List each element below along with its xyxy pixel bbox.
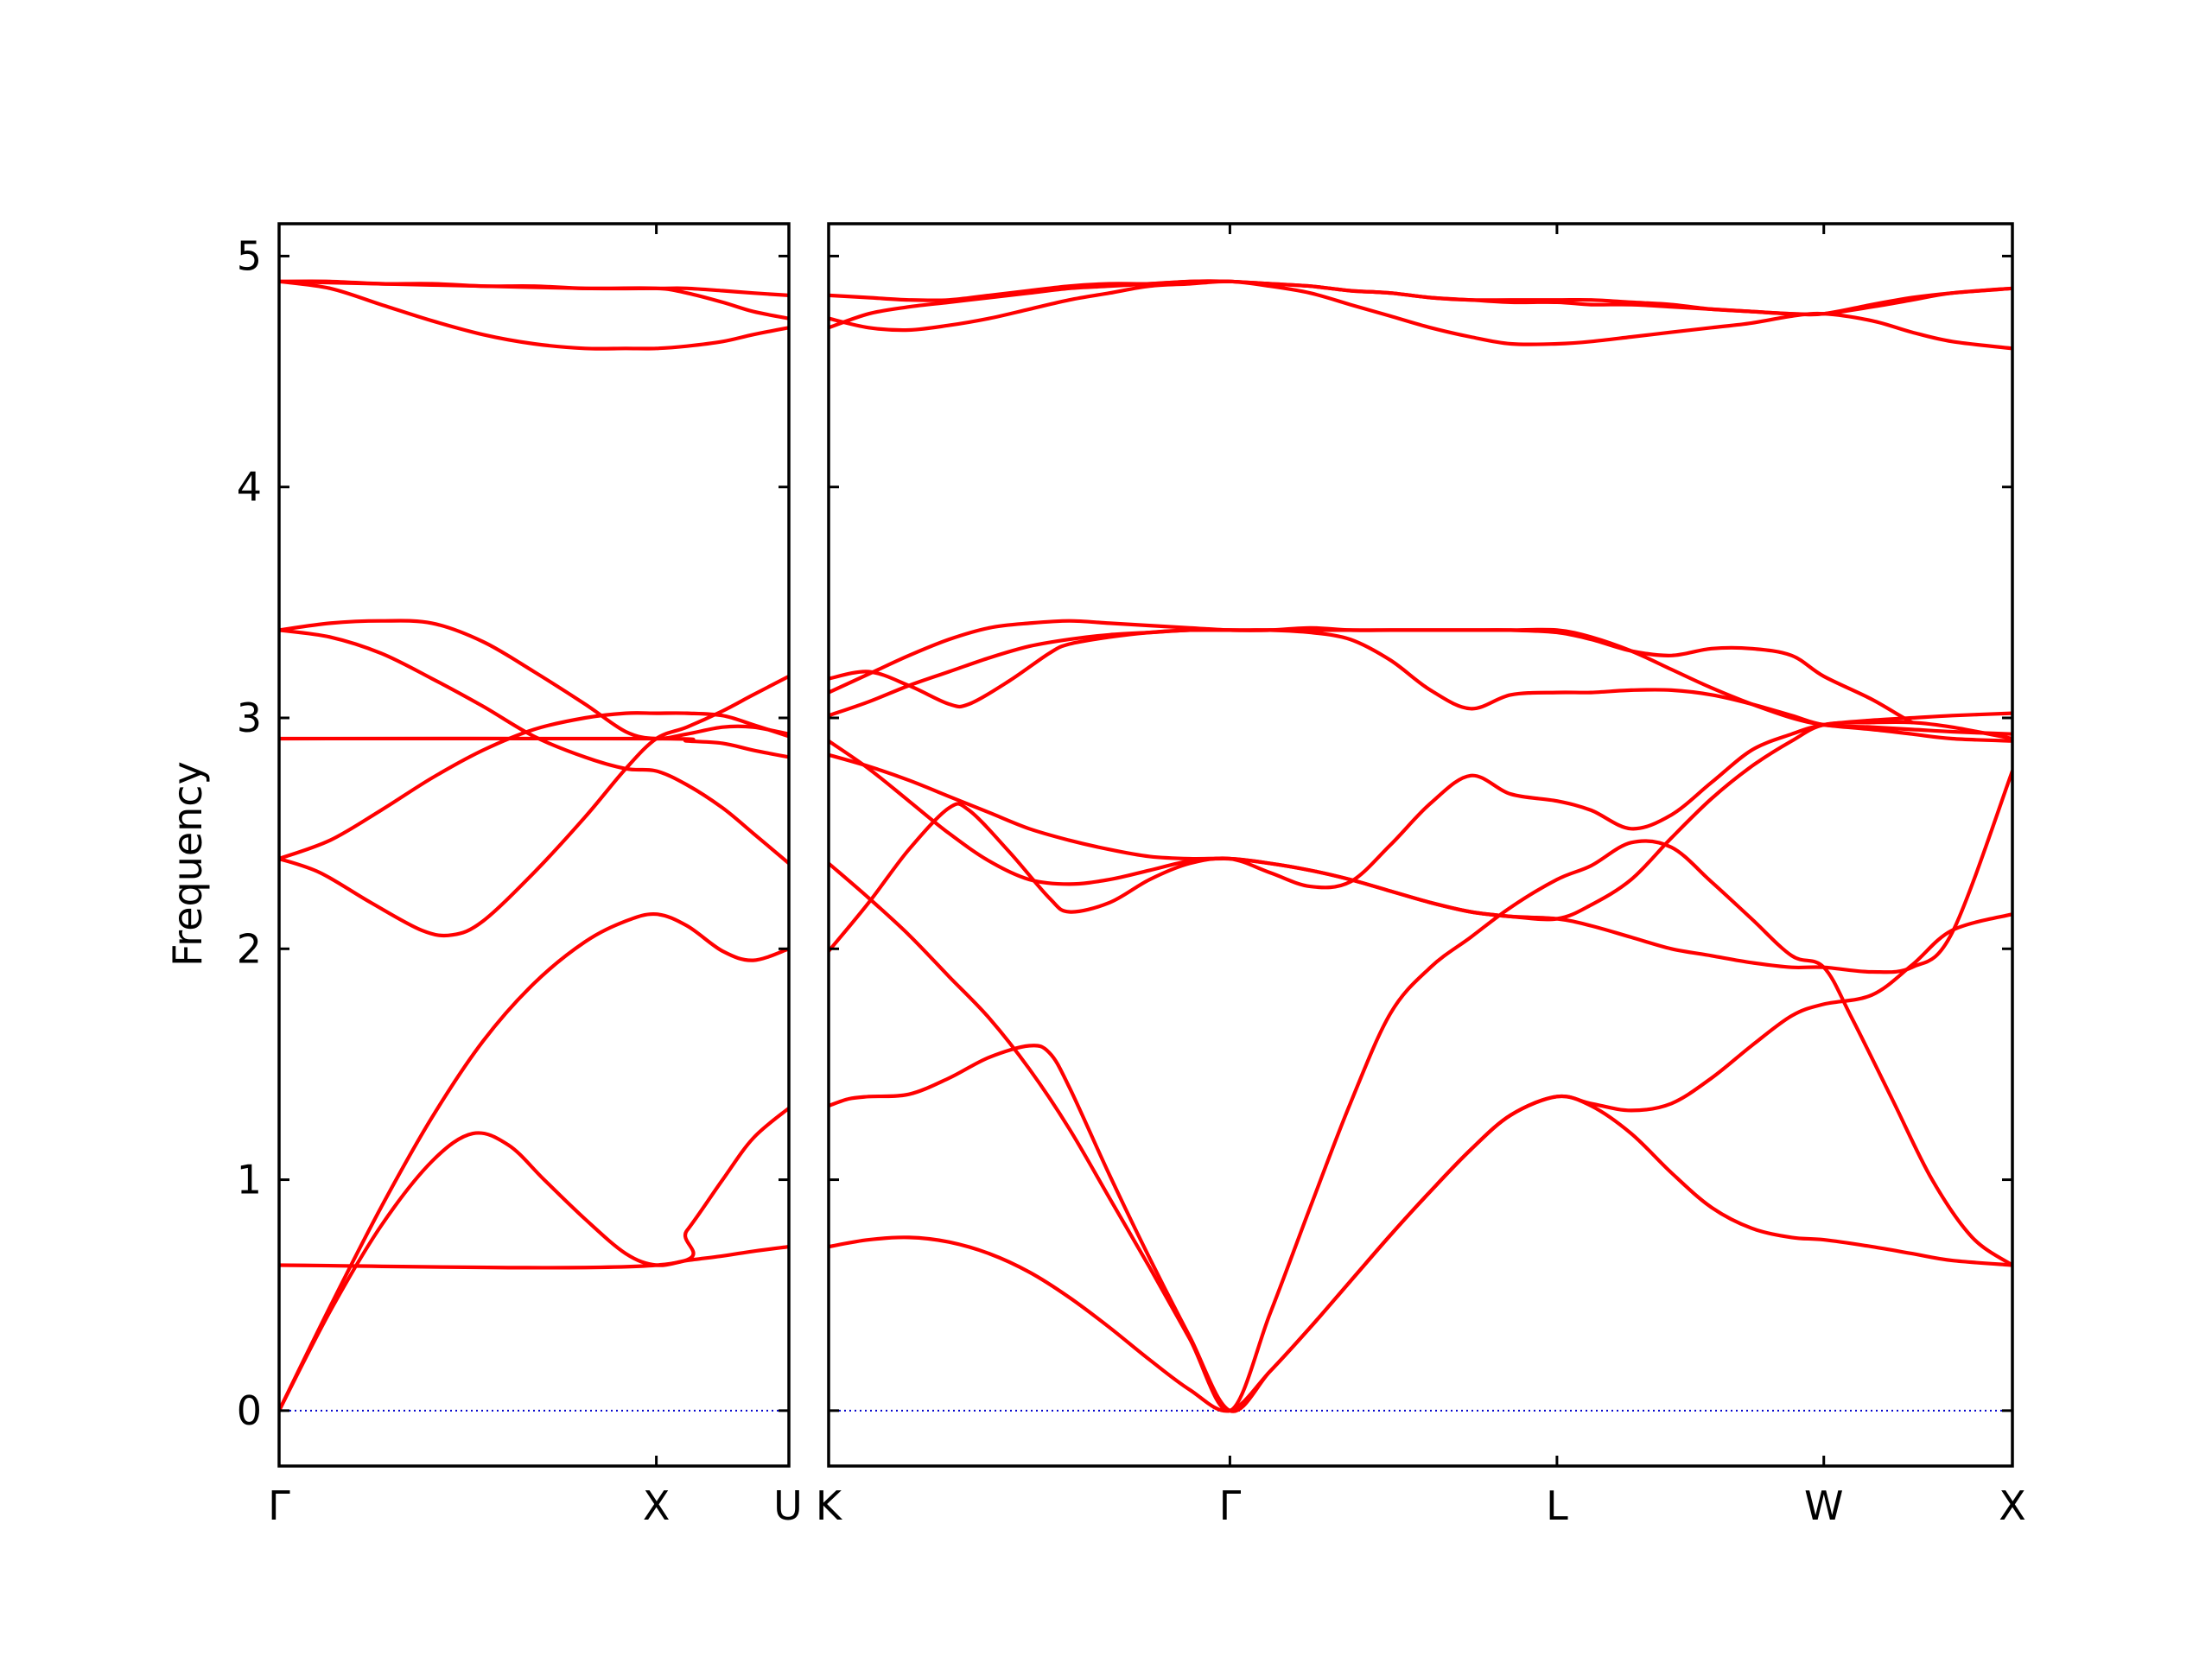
band-line — [279, 1106, 789, 1270]
band-lines — [829, 279, 2012, 1413]
panels: 0 1 2 3 4 5 Γ X K Γ L W X U — [237, 222, 2026, 1529]
band-line — [829, 628, 2012, 736]
band-line — [829, 279, 2012, 317]
x-tick-label: K — [816, 1482, 843, 1529]
panel-2 — [827, 222, 2014, 1468]
band-line — [829, 912, 2012, 1413]
band-line — [829, 619, 2012, 743]
band-line — [829, 279, 2012, 330]
band-line — [279, 911, 789, 1412]
y-tick-label: 3 — [237, 695, 262, 741]
band-line — [829, 279, 2012, 351]
y-tick-label: 1 — [237, 1157, 262, 1203]
plot-frame — [277, 222, 791, 1468]
band-line — [829, 752, 2012, 974]
band-line — [279, 736, 789, 759]
x-tick-label: X — [1999, 1482, 2026, 1529]
band-line — [279, 619, 789, 741]
panel-1 — [277, 222, 791, 1468]
x-tick-label: Γ — [268, 1482, 290, 1529]
x-tick-label: U — [773, 1482, 803, 1529]
x-tick-label: X — [643, 1482, 671, 1529]
band-line — [279, 279, 789, 297]
band-lines — [279, 279, 789, 1412]
band-line — [279, 279, 789, 351]
band-line — [829, 1094, 2012, 1413]
y-tick-label: 4 — [237, 464, 262, 511]
y-tick-label: 5 — [237, 232, 262, 279]
y-tick-label: 0 — [237, 1387, 262, 1434]
plot-frame — [827, 222, 2014, 1468]
band-line — [829, 839, 2012, 1413]
band-line — [829, 711, 2012, 954]
band-line — [279, 1131, 789, 1412]
y-axis-title: Frequency — [164, 761, 211, 967]
band-line — [279, 628, 789, 866]
band-line — [829, 625, 1914, 725]
x-tick-label: W — [1804, 1482, 1843, 1529]
x-tick-label: L — [1546, 1482, 1568, 1529]
band-line — [279, 711, 789, 861]
y-tick-label: 2 — [237, 925, 262, 972]
x-tick-label: Γ — [1219, 1482, 1242, 1529]
